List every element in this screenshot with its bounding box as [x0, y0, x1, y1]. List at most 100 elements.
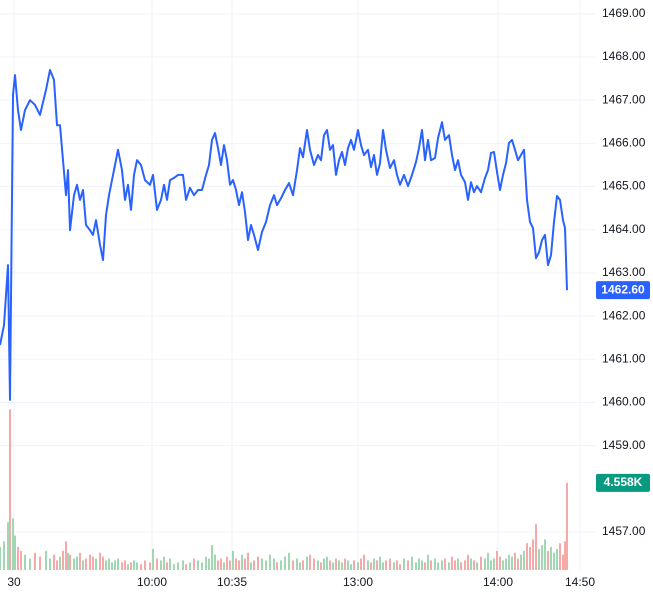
volume-bar — [562, 554, 564, 570]
volume-bar — [403, 558, 405, 570]
volume-bar — [14, 535, 16, 570]
x-tick-label: 14:50 — [565, 575, 595, 589]
x-tick-label: 14:00 — [483, 575, 513, 589]
volume-bar — [29, 558, 31, 570]
volume-bar — [363, 554, 365, 570]
volume-bar — [232, 550, 234, 570]
volume-bar — [329, 560, 331, 570]
volume-bar — [45, 550, 47, 570]
volume-bar — [496, 550, 498, 570]
volume-bar — [201, 562, 203, 570]
volume-bar — [220, 558, 222, 570]
volume-bar — [56, 560, 58, 570]
volume-bar — [65, 541, 67, 570]
volume-bar — [564, 541, 566, 570]
volume-bar — [250, 562, 252, 570]
volume-bar — [347, 560, 349, 570]
y-tick-label: 1469.00 — [602, 6, 646, 20]
volume-bar — [389, 558, 391, 570]
volume-bar — [490, 560, 492, 570]
volume-bar — [470, 558, 472, 570]
volume-bar — [292, 560, 294, 570]
volume-bar — [73, 558, 75, 570]
value-label: 4.558K — [604, 475, 643, 489]
volume-bar — [189, 562, 191, 570]
volume-bar — [399, 564, 401, 570]
y-tick-label: 1468.00 — [602, 49, 646, 63]
volume-bar — [226, 556, 228, 570]
volume-bar — [253, 560, 255, 570]
volume-bar — [169, 558, 171, 570]
volume-bar — [335, 558, 337, 570]
volume-bar — [229, 560, 231, 570]
volume-bar — [193, 558, 195, 570]
volume-bar — [502, 560, 504, 570]
x-tick-label: 30 — [7, 575, 21, 589]
volume-bar — [529, 547, 531, 570]
volume-bar — [353, 560, 355, 570]
volume-bar — [67, 552, 69, 570]
volume-bar — [326, 556, 328, 570]
volume-bar — [108, 558, 110, 570]
volume-bar — [427, 554, 429, 570]
volume-bar — [3, 541, 5, 570]
volume-bar — [163, 556, 165, 570]
volume-bar — [418, 558, 420, 570]
volume-bar — [421, 560, 423, 570]
volume-bar — [244, 558, 246, 570]
volume-bar — [441, 560, 443, 570]
volume-bar — [247, 552, 249, 570]
volume-bar — [350, 564, 352, 570]
volume-bar — [136, 562, 138, 570]
y-tick-label: 1461.00 — [602, 351, 646, 365]
volume-bar — [49, 558, 51, 570]
volume-bar — [156, 558, 158, 570]
volume-bar — [464, 560, 466, 570]
volume-bar — [323, 558, 325, 570]
volume-bar — [280, 560, 282, 570]
volume-bar — [451, 556, 453, 570]
volume-bar — [532, 539, 534, 570]
volume-bar — [344, 558, 346, 570]
x-tick-label: 10:00 — [137, 575, 167, 589]
volume-bar — [309, 554, 311, 570]
volume-bar — [448, 562, 450, 570]
volume-bar — [76, 556, 78, 570]
volume-bar — [89, 554, 91, 570]
volume-bar — [317, 560, 319, 570]
volume-bar — [59, 556, 61, 570]
volume-bar — [430, 560, 432, 570]
volume-bar — [526, 543, 528, 570]
volume-bar — [357, 562, 359, 570]
x-tick-label: 13:00 — [343, 575, 373, 589]
volume-bar — [269, 554, 271, 570]
y-tick-label: 1457.00 — [602, 524, 646, 538]
volume-bar — [544, 539, 546, 570]
volume-bar — [313, 558, 315, 570]
volume-bar — [265, 560, 267, 570]
volume-bar — [0, 547, 1, 570]
volume-bar — [34, 552, 36, 570]
volume-bar — [523, 550, 525, 570]
volume-bar — [559, 543, 561, 570]
volume-bar — [102, 556, 104, 570]
volume-bar — [480, 556, 482, 570]
volume-bar — [92, 556, 94, 570]
value-label-box — [596, 281, 650, 300]
volume-bar — [376, 560, 378, 570]
volume-bar — [197, 560, 199, 570]
volume-bar — [467, 554, 469, 570]
y-tick-label: 1460.00 — [602, 395, 646, 409]
volume-bar — [296, 558, 298, 570]
volume-bar — [454, 560, 456, 570]
volume-bar — [553, 552, 555, 570]
volume-bar — [535, 524, 537, 570]
volume-bar — [85, 558, 87, 570]
volume-bar — [133, 560, 135, 570]
volume-bar — [493, 558, 495, 570]
volume-bar — [140, 564, 142, 570]
volume-bar — [111, 562, 113, 570]
volume-bar — [117, 558, 119, 570]
volume-bar — [393, 562, 395, 570]
